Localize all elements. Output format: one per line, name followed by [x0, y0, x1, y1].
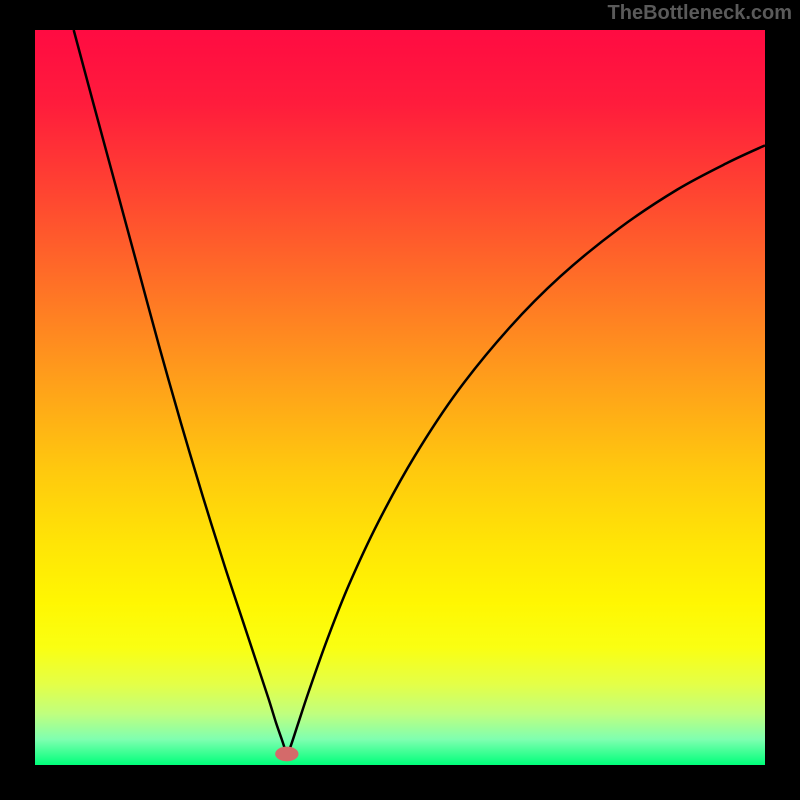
chart-container: TheBottleneck.com	[0, 0, 800, 800]
cusp-marker	[275, 747, 298, 762]
plot-background	[35, 30, 765, 765]
bottleneck-chart	[0, 0, 800, 800]
watermark-text: TheBottleneck.com	[608, 2, 792, 25]
